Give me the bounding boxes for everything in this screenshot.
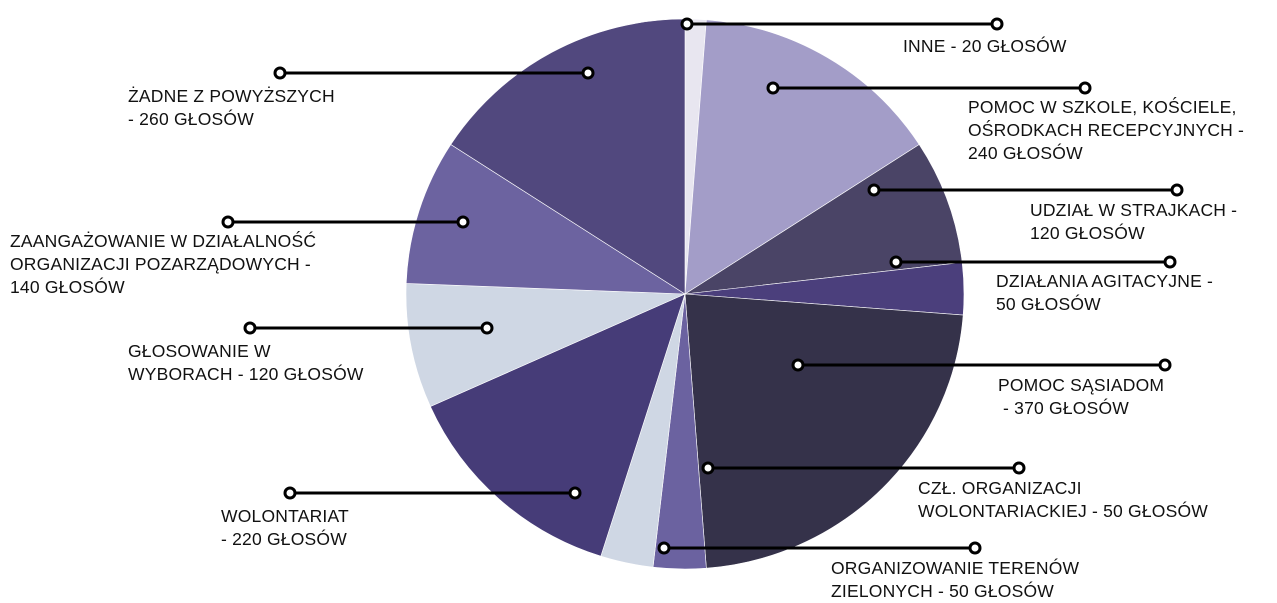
slice-label-line: INNE - 20 GŁOSÓW bbox=[903, 36, 1067, 56]
leader-dot bbox=[581, 66, 595, 80]
slice-label-line: GŁOSOWANIE W bbox=[128, 341, 271, 361]
pie-slice bbox=[450, 18, 686, 295]
slice-label-line: CZŁ. ORGANIZACJI bbox=[918, 478, 1082, 498]
slice-label: CZŁ. ORGANIZACJI WOLONTARIACKIEJ - 50 GŁO… bbox=[918, 477, 1208, 523]
slice-label: ZAANGAŻOWANIE W DZIAŁALNOŚĆ ORGANIZACJI P… bbox=[10, 230, 316, 299]
slice-label-line: OŚRODKACH RECEPCYJNYCH - bbox=[968, 120, 1245, 140]
leader-dot bbox=[1163, 255, 1177, 269]
leader-dot bbox=[968, 541, 982, 555]
slice-label-line: - 370 GŁOSÓW bbox=[998, 398, 1129, 418]
slice-label: DZIAŁANIA AGITACYJNE - 50 GŁOSÓW bbox=[996, 270, 1213, 316]
slice-label: POMOC W SZKOLE, KOŚCIELE, OŚRODKACH RECEP… bbox=[968, 96, 1244, 165]
slice-label-line: ORGANIZOWANIE TERENÓW bbox=[831, 558, 1080, 578]
pie-slices bbox=[405, 18, 965, 570]
slice-label-line: ŻADNE Z POWYŻSZYCH bbox=[128, 86, 335, 106]
leader-dot bbox=[1158, 358, 1172, 372]
slice-label: ŻADNE Z POWYŻSZYCH - 260 GŁOSÓW bbox=[128, 85, 335, 131]
leader-dot bbox=[480, 321, 494, 335]
pie-slice bbox=[684, 293, 964, 569]
leader-dot bbox=[791, 358, 805, 372]
leader-dot bbox=[283, 486, 297, 500]
leader-lines bbox=[221, 17, 1184, 555]
slice-label-line: WOLONTARIACKIEJ - 50 GŁOSÓW bbox=[918, 501, 1208, 521]
slice-label-line: ORGANIZACJI POZARZĄDOWYCH - bbox=[10, 254, 311, 274]
leader-dot bbox=[990, 17, 1004, 31]
slice-label-line: DZIAŁANIA AGITACYJNE - bbox=[996, 271, 1214, 291]
slice-label-line: 240 GŁOSÓW bbox=[968, 143, 1083, 163]
slice-label-line: UDZIAŁ W STRAJKACH - bbox=[1030, 200, 1238, 220]
leader-dot bbox=[766, 81, 780, 95]
leader-dot bbox=[889, 255, 903, 269]
slice-label-line: 120 GŁOSÓW bbox=[1030, 223, 1145, 243]
slice-label: POMOC SĄSIADOM - 370 GŁOSÓW bbox=[998, 374, 1164, 420]
slice-label-line: - 260 GŁOSÓW bbox=[128, 109, 254, 129]
slice-label: GŁOSOWANIE W WYBORACH - 120 GŁOSÓW bbox=[128, 340, 364, 386]
leader-dot bbox=[568, 486, 582, 500]
slice-label: UDZIAŁ W STRAJKACH - 120 GŁOSÓW bbox=[1030, 199, 1237, 245]
slice-label-line: ZAANGAŻOWANIE W DZIAŁALNOŚĆ bbox=[10, 231, 317, 251]
slice-label-line: WYBORACH - 120 GŁOSÓW bbox=[128, 364, 364, 384]
slice-label-line: 50 GŁOSÓW bbox=[996, 294, 1101, 314]
leader-dot bbox=[1078, 81, 1092, 95]
leader-dot bbox=[243, 321, 257, 335]
leader-dot bbox=[1012, 461, 1026, 475]
leader-dot bbox=[273, 66, 287, 80]
slice-label-line: ZIELONYCH - 50 GŁOSÓW bbox=[831, 581, 1054, 601]
leader-dot bbox=[657, 541, 671, 555]
leader-dot bbox=[221, 215, 235, 229]
leader-dot bbox=[1170, 183, 1184, 197]
slice-label: WOLONTARIAT - 220 GŁOSÓW bbox=[221, 505, 349, 551]
slice-label-line: WOLONTARIAT bbox=[221, 506, 349, 526]
leader-dot bbox=[701, 461, 715, 475]
slice-label-line: - 220 GŁOSÓW bbox=[221, 529, 347, 549]
pie-slice bbox=[405, 283, 686, 407]
leader-dot bbox=[456, 215, 470, 229]
slice-label-line: POMOC W SZKOLE, KOŚCIELE, bbox=[968, 97, 1237, 117]
pie-slice bbox=[430, 293, 686, 557]
leader-dot bbox=[680, 17, 694, 31]
slice-label-line: POMOC SĄSIADOM bbox=[998, 375, 1165, 395]
slice-label-line: 140 GŁOSÓW bbox=[10, 277, 125, 297]
slice-label: INNE - 20 GŁOSÓW bbox=[903, 35, 1067, 58]
pie-slice bbox=[405, 144, 687, 295]
slice-label: ORGANIZOWANIE TERENÓW ZIELONYCH - 50 GŁOS… bbox=[831, 557, 1079, 603]
leader-dot bbox=[867, 183, 881, 197]
